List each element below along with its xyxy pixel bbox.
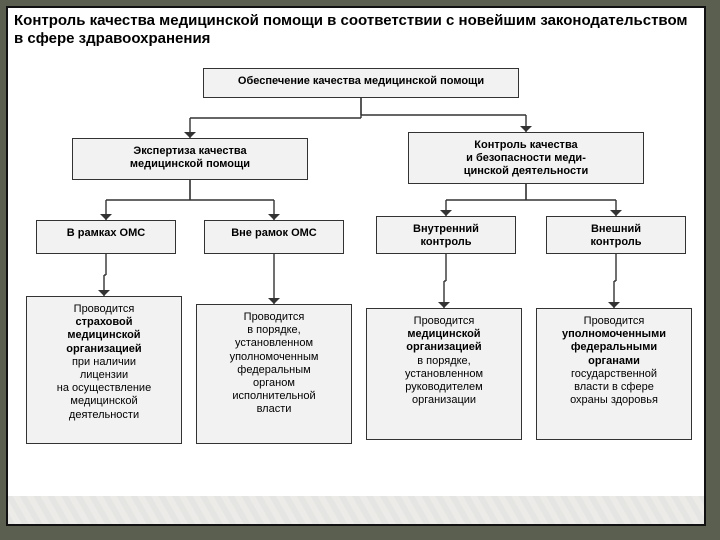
node-l2b: Вне рамок ОМС: [204, 220, 344, 254]
page-title: Контроль качества медицинской помощи в с…: [14, 12, 698, 48]
footer-decoration: [8, 496, 704, 524]
node-root: Обеспечение качества медицинской помощи: [203, 68, 519, 98]
node-l3b: Проводитсяв порядке,установленномуполном…: [196, 304, 352, 444]
node-l3a: Проводитсястраховоймедицинскойорганизаци…: [26, 296, 182, 444]
node-l3c: Проводитсямедицинскойорганизациейв поряд…: [366, 308, 522, 440]
node-l2d: Внешнийконтроль: [546, 216, 686, 254]
node-l1b: Контроль качестваи безопасности меди-цин…: [408, 132, 644, 184]
node-l2a: В рамках ОМС: [36, 220, 176, 254]
node-l3d: Проводитсяуполномоченнымифедеральнымиорг…: [536, 308, 692, 440]
node-l2c: Внутреннийконтроль: [376, 216, 516, 254]
node-l1a: Экспертиза качествамедицинской помощи: [72, 138, 308, 180]
slide: Контроль качества медицинской помощи в с…: [6, 6, 706, 526]
